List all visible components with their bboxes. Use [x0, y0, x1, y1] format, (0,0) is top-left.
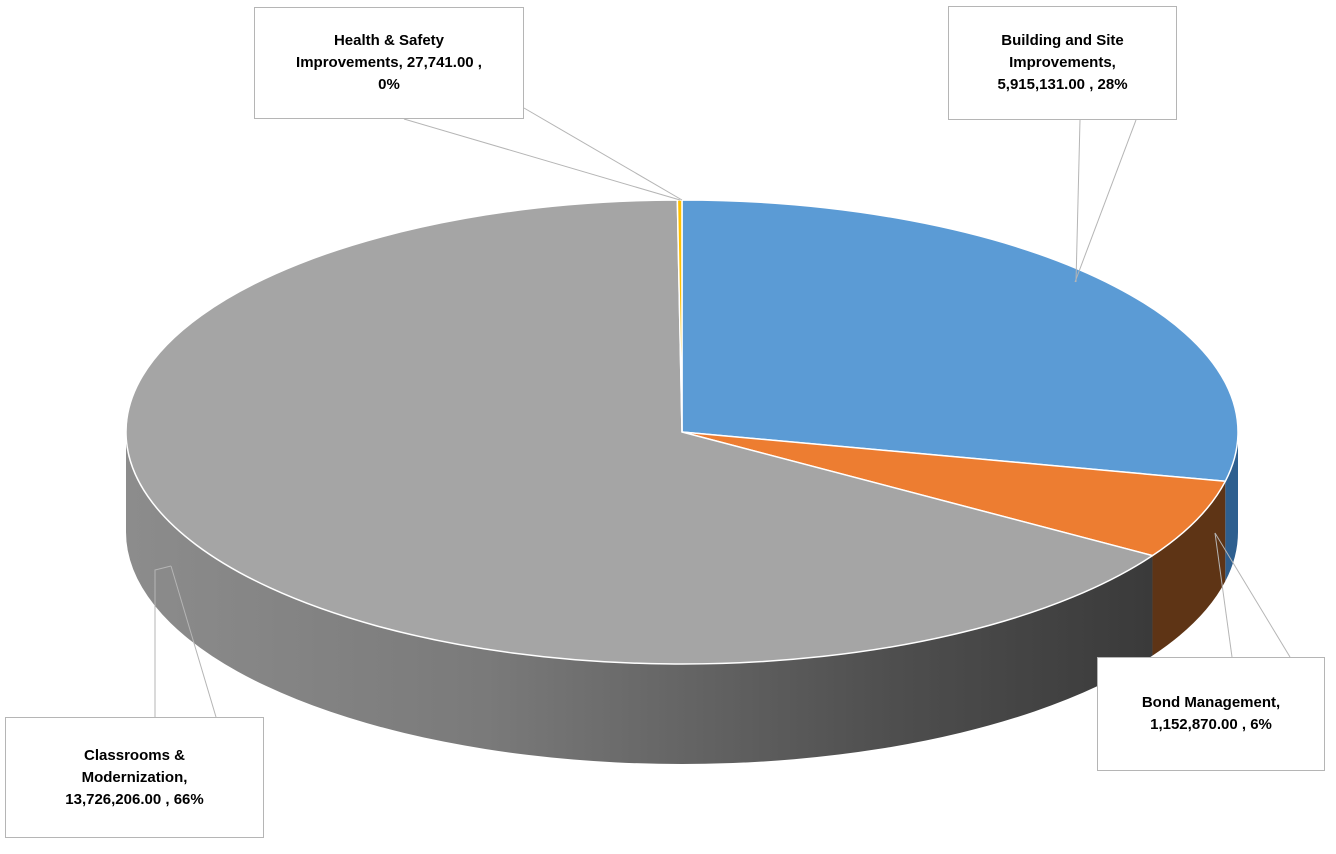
leader-line-health-safety-2 — [403, 118, 681, 201]
data-label-building-site-line3: 5,915,131.00 , 28% — [997, 76, 1128, 93]
pie-side-bond-management — [1152, 481, 1226, 656]
data-label-health-safety-line1: Health & Safety — [333, 32, 445, 49]
leader-line-building-site — [1074, 119, 1137, 283]
data-label-health-safety-line3: 0% — [378, 76, 400, 93]
pie-side-building-and-site-improvements — [1225, 432, 1238, 582]
data-label-classrooms-line2: Modernization, — [81, 768, 188, 786]
data-label-classrooms: Classrooms & Modernization, 13,726,206.0… — [5, 717, 264, 838]
data-label-building-site: Building and Site Improvements, 5,915,13… — [948, 6, 1177, 120]
data-label-classrooms-line3: 13,726,206.00 , 66% — [65, 790, 204, 808]
data-label-bond-management-line2: 1,152,870.00 , 6% — [1150, 716, 1272, 733]
data-label-health-safety-line2: Improvements, 27,741.00 , — [296, 54, 482, 71]
data-label-building-site-line2: Improvements, — [1009, 54, 1116, 71]
leader-line-bond-management-2 — [1214, 532, 1233, 658]
pie-slice-bond-management — [681, 431, 1227, 557]
leader-line-building-site-2 — [1075, 119, 1081, 283]
data-label-bond-management: Bond Management, 1,152,870.00 , 6% — [1097, 657, 1325, 771]
leader-line-health-safety — [523, 107, 683, 201]
data-label-bond-management-line1: Bond Management, — [1141, 694, 1281, 711]
leader-line-classrooms-2 — [170, 565, 217, 718]
data-label-health-safety: Health & Safety Improvements, 27,741.00 … — [254, 7, 524, 119]
leader-line-classrooms — [154, 565, 172, 717]
data-label-building-site-line1: Building and Site — [1001, 32, 1124, 49]
pie-slice-building-and-site-improvements — [681, 199, 1239, 483]
pie-side-classrooms-modernization — [126, 432, 1153, 764]
data-label-classrooms-line1: Classrooms & — [84, 746, 185, 764]
pie-slice-classrooms-modernization — [125, 199, 1154, 665]
leader-line-bond-management — [1214, 532, 1291, 658]
